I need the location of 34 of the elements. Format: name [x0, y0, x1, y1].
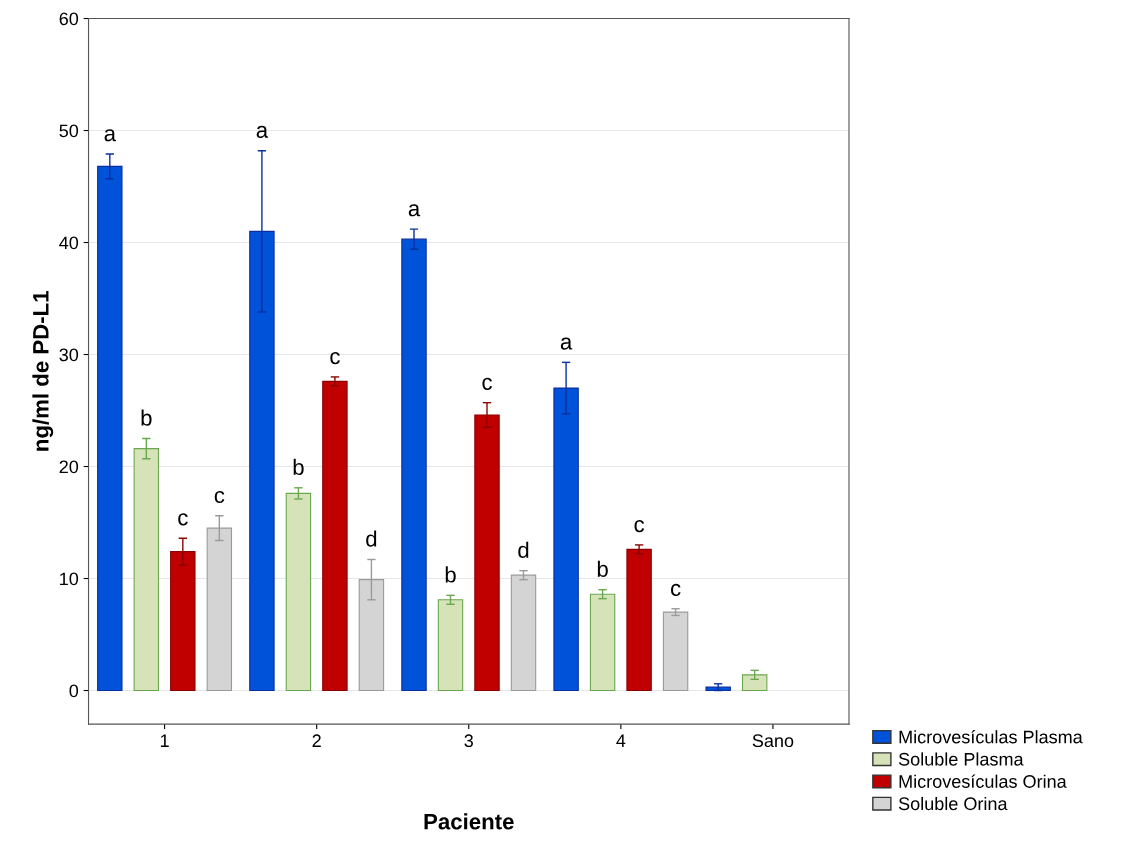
y-tick-label: 50 [59, 124, 79, 138]
legend-label: Microvesículas Plasma [899, 729, 1083, 744]
annotation: b [141, 409, 152, 426]
y-axis-title: ng/ml de PD-L1 [32, 291, 54, 451]
x-axis-title: Paciente [424, 813, 514, 830]
x-tick-label: Sano [752, 734, 794, 748]
annotation: c [178, 513, 188, 526]
x-tick-label: 1 [160, 734, 169, 747]
annotation: c [482, 377, 492, 390]
annotation: d [366, 530, 377, 547]
x-tick-label: 4 [616, 734, 626, 747]
annotation: c [634, 520, 645, 533]
legend-label: Soluble Orina [898, 796, 1008, 811]
x-tick-label: 2 [312, 734, 321, 747]
y-tick-label: 20 [59, 460, 79, 474]
annotation: c [670, 583, 681, 597]
legend-label: Soluble Plasma [898, 752, 1024, 766]
y-tick-label: 0 [69, 684, 79, 698]
annotation: a [408, 204, 421, 217]
annotation: c [330, 352, 340, 365]
annotation: a [560, 337, 573, 350]
y-tick-label: 40 [59, 236, 79, 250]
y-tick-label: 10 [60, 572, 79, 586]
annotation: b [293, 458, 304, 476]
y-tick-label: 30 [59, 348, 79, 362]
annotation: a [104, 129, 116, 142]
annotation: d [518, 541, 529, 558]
x-tick-label: 3 [464, 734, 473, 748]
annotation: b [597, 560, 608, 577]
annotation: c [214, 490, 225, 504]
legend-label: Microvesículas Orina [899, 774, 1067, 788]
annotation: a [256, 125, 269, 138]
annotation: b [445, 566, 456, 583]
y-tick-label: 60 [59, 12, 79, 26]
